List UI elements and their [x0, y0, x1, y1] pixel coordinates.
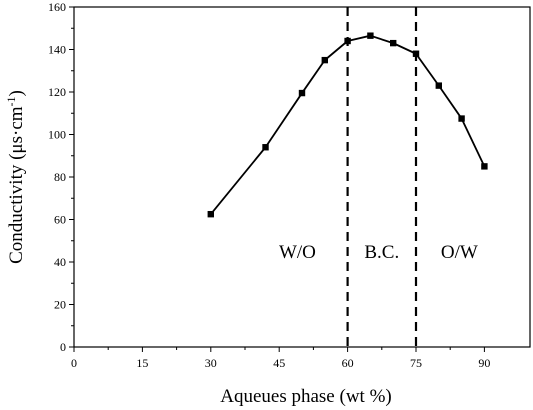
data-point: [298, 89, 306, 97]
x-tick-label: 75: [410, 356, 422, 370]
data-point: [435, 82, 442, 89]
x-axis-title: Aqueues phase (wt %): [220, 386, 391, 407]
data-point: [367, 32, 374, 39]
data-point: [481, 163, 488, 170]
y-axis-title: Conductivity (μs·cm-1): [4, 90, 27, 264]
y-axis-title-close: ): [6, 90, 27, 96]
x-tick-label: 30: [205, 356, 217, 370]
data-point: [321, 56, 328, 64]
y-axis-ticks: 0 20 40 60 80 100 120 140 160: [48, 0, 74, 354]
data-point: [344, 37, 351, 45]
y-tick-label: 20: [54, 298, 66, 312]
region-label: O/W: [441, 242, 478, 263]
x-tick-label: 60: [342, 356, 354, 370]
region-labels: W/O B.C. O/W: [279, 242, 478, 263]
plot-border: [73, 6, 531, 348]
y-tick-label: 160: [48, 0, 66, 14]
data-point: [412, 50, 420, 57]
x-tick-label: 90: [478, 356, 490, 370]
y-axis-title-superscript: -1: [4, 96, 18, 106]
x-tick-label: 0: [71, 356, 77, 370]
y-tick-label: 120: [48, 85, 66, 99]
y-tick-label: 140: [48, 43, 66, 57]
markers: [207, 32, 488, 218]
data-point: [262, 144, 269, 151]
data-point: [390, 39, 397, 47]
plot-frame: [73, 6, 531, 348]
y-tick-label: 0: [60, 340, 66, 354]
x-tick-label: 15: [136, 356, 148, 370]
x-axis-ticks: 0 15 30 45 60 75 90: [71, 347, 490, 370]
y-tick-label: 100: [48, 128, 66, 142]
region-label: W/O: [279, 242, 316, 263]
dashed-lines: [346, 7, 418, 347]
y-tick-label: 60: [54, 213, 66, 227]
y-tick-label: 80: [54, 170, 66, 184]
data-point: [207, 210, 214, 218]
y-tick-label: 40: [54, 255, 66, 269]
region-label: B.C.: [364, 242, 399, 263]
x-tick-label: 45: [273, 356, 285, 370]
data-point: [458, 115, 465, 122]
y-axis-title-main: Conductivity (μs·cm: [6, 106, 27, 264]
